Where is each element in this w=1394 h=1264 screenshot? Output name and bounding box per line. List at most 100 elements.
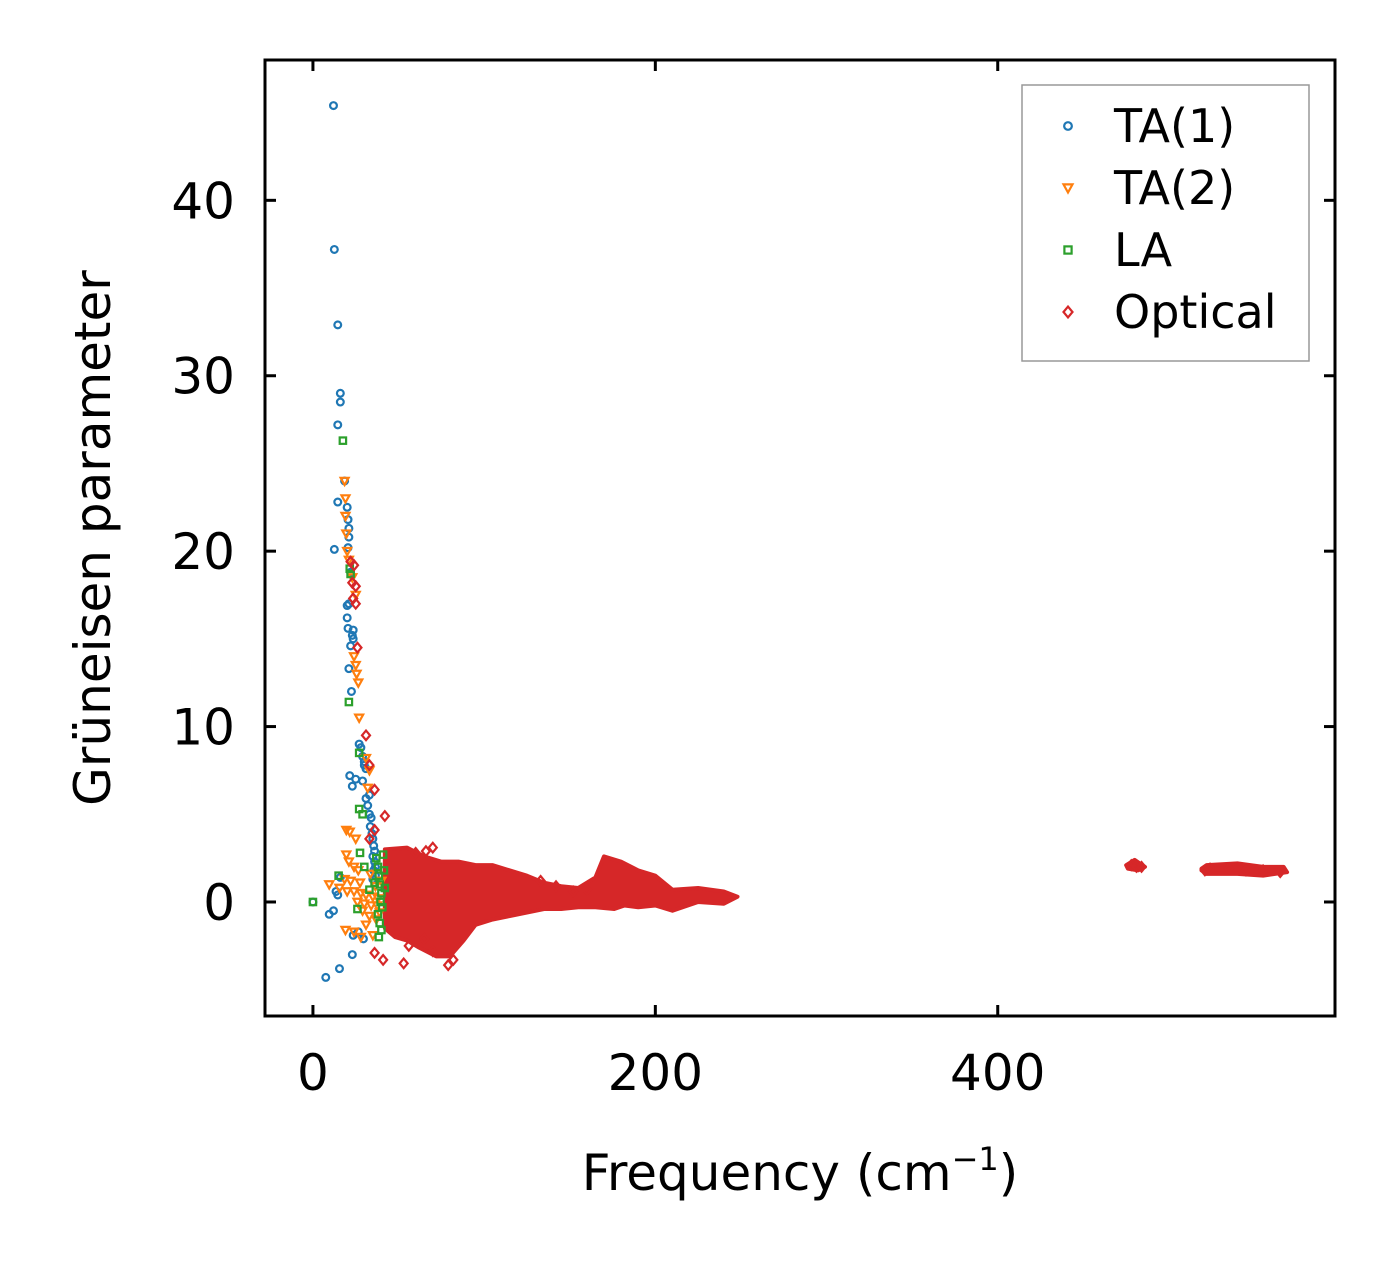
plot-marks [308, 101, 1290, 982]
data-point [369, 783, 380, 797]
data-point [350, 579, 362, 593]
y-axis-label: Grüneisen parameter [64, 270, 122, 806]
data-point [351, 774, 361, 784]
data-point [364, 869, 377, 881]
data-point [347, 950, 357, 960]
data-point [348, 887, 360, 898]
data-point [338, 436, 348, 445]
data-point [339, 925, 352, 937]
data-point [535, 874, 547, 888]
data-point [447, 953, 459, 967]
data-point [375, 918, 385, 928]
data-point [352, 678, 365, 689]
data-point [333, 420, 343, 430]
data-point [341, 546, 354, 558]
data-point [344, 876, 357, 888]
data-point [329, 244, 339, 254]
data-point [353, 904, 362, 914]
data-point [581, 883, 593, 897]
axis-ticks: 0 200 400 0 10 20 30 40 [171, 60, 1335, 1102]
data-point [365, 901, 378, 912]
data-point [379, 809, 391, 823]
data-point [354, 748, 364, 758]
data-point [349, 660, 362, 672]
data-point [341, 887, 354, 898]
data-point [380, 883, 390, 893]
x-tick-label: 400 [950, 1044, 1045, 1102]
data-point [333, 883, 346, 895]
series-la [308, 436, 390, 942]
data-point [328, 101, 338, 111]
data-point [369, 841, 379, 851]
data-point [1223, 862, 1235, 876]
y-tick-label: 40 [171, 172, 235, 230]
data-point [354, 878, 366, 889]
data-point [353, 713, 366, 725]
data-point [369, 946, 380, 960]
data-point [567, 884, 579, 898]
data-point [360, 920, 372, 932]
data-point [340, 825, 353, 837]
data-point [340, 850, 353, 861]
data-point [335, 397, 345, 407]
data-point [358, 899, 371, 911]
plot-frame [263, 58, 1337, 1018]
data-point [427, 841, 439, 855]
data-point [398, 956, 410, 970]
data-point [333, 497, 343, 507]
legend-marker-circle [1063, 121, 1073, 131]
data-point [1274, 865, 1286, 879]
data-point [335, 388, 345, 398]
data-point [358, 776, 368, 786]
data-point [364, 758, 375, 772]
data-point [356, 743, 366, 753]
legend-marker-diamond [1062, 304, 1074, 320]
data-point [358, 809, 367, 819]
data-point [346, 686, 356, 696]
optical-dense-region [382, 845, 740, 959]
data-point [348, 927, 360, 939]
data-point [360, 728, 372, 742]
y-tick-label: 20 [171, 523, 235, 581]
data-point [340, 529, 353, 540]
series-optical [345, 555, 1286, 972]
data-point [374, 932, 384, 942]
legend-entry: Optical [1062, 285, 1276, 339]
data-point [379, 866, 389, 875]
data-point [360, 753, 372, 765]
x-tick-label: 200 [608, 1044, 703, 1102]
data-point [351, 897, 364, 909]
data-point [333, 890, 343, 900]
legend: TA(1) TA(2) LA Optical [1021, 84, 1310, 362]
y-tick-label: 10 [171, 699, 235, 757]
data-point [1136, 860, 1147, 874]
data-point [1204, 862, 1216, 876]
legend-entry: TA(2) [1061, 161, 1235, 215]
data-point [550, 879, 562, 893]
legend-entry: LA [1063, 223, 1173, 277]
legend-label: Optical [1114, 285, 1276, 339]
data-point [350, 669, 363, 681]
data-point [342, 613, 352, 623]
x-tick-label: 0 [297, 1044, 329, 1102]
data-point [427, 944, 439, 958]
data-point [334, 964, 344, 974]
data-point [338, 476, 351, 488]
data-point [363, 766, 376, 777]
data-point [378, 850, 388, 859]
data-point [328, 906, 338, 916]
data-point [334, 871, 343, 880]
data-point [355, 932, 367, 944]
data-point [418, 932, 430, 946]
data-point [369, 823, 380, 837]
data-point [376, 897, 385, 907]
data-point [377, 925, 386, 935]
data-point [359, 862, 369, 872]
data-point [350, 597, 362, 611]
data-point [348, 652, 360, 663]
data-point [370, 878, 379, 887]
data-point [323, 880, 336, 891]
data-point [420, 844, 432, 858]
data-point [344, 664, 354, 674]
